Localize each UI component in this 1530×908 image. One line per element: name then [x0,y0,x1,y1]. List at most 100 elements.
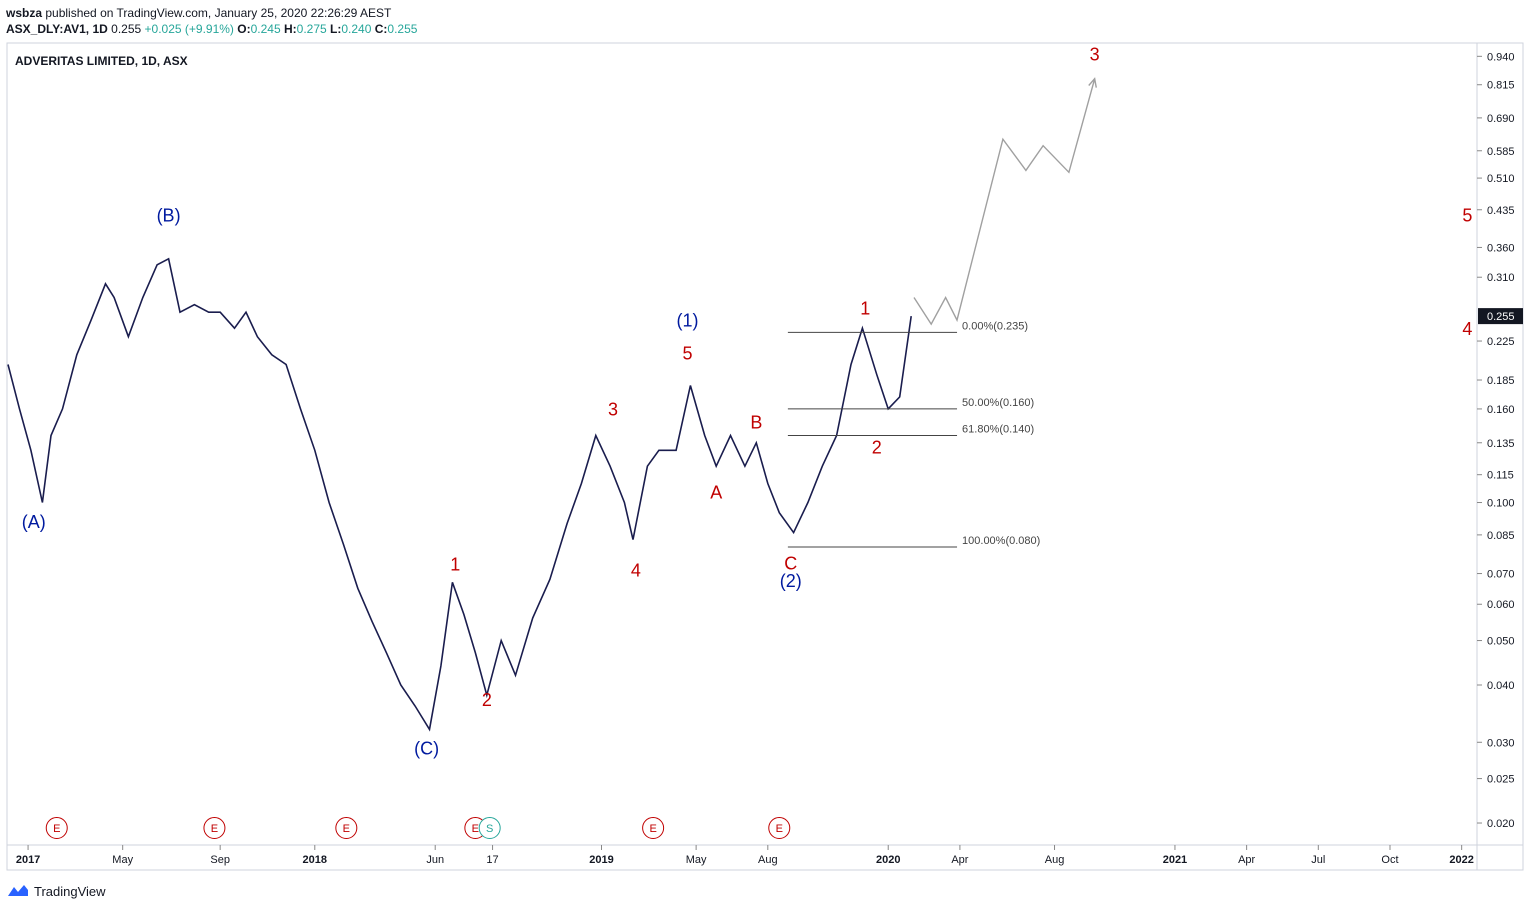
ohlc-line: ASX_DLY:AV1, 1D 0.255 +0.025 (+9.91%) O:… [6,21,417,37]
y-tick-label: 0.360 [1487,242,1515,254]
projection-arrowhead [1088,77,1097,88]
y-tick-label: 0.025 [1487,774,1515,786]
last-price-tag-text: 0.255 [1487,311,1515,323]
chart-title: ADVERITAS LIMITED, 1D, ASX [15,54,188,68]
event-marker-letter: E [53,823,60,835]
last-price-tag-box [1478,308,1523,325]
y-tick-label: 0.585 [1487,146,1515,158]
x-tick-label: 2017 [16,854,40,866]
wave-labels: (A) (B) (C) 1 2 3 4 5 (1) A B C(2) 1 2 3 5 4 [22,45,1473,759]
x-tick-label: Aug [1045,854,1065,866]
y-tick-label: 0.115 [1487,470,1514,482]
y-tick-label: 0.940 [1487,51,1515,63]
wave-label: A [710,483,722,503]
wave-label: 2 [482,690,492,710]
wave-label: (A) [22,512,46,532]
y-tick-label: 0.135 [1487,438,1515,450]
wave-label: B [750,413,762,433]
y-tick-label: 0.815 [1487,80,1515,92]
x-tick-label: 2021 [1163,854,1187,866]
event-marker-letter: E [343,823,350,835]
low-value: 0.240 [341,22,372,36]
price-line [7,257,912,732]
close-label: C: [374,22,388,36]
chart-header: wsbza published on TradingView.com, Janu… [6,5,417,37]
earnings-event-icon[interactable] [203,817,226,839]
x-tick-label: Apr [1238,854,1255,866]
earnings-event-icon[interactable] [335,817,358,839]
x-tick-label: 2018 [303,854,327,866]
wave-label: 1 [860,299,870,319]
time-axis[interactable]: 2017 May Sep 2018 Jun 17 2019 May Aug 2020 Apr Aug 2… [16,845,1474,866]
x-tick-label: May [112,854,133,866]
wave-label: 3 [608,399,618,419]
y-tick-label: 0.020 [1487,818,1515,830]
y-tick-label: 0.690 [1487,113,1515,125]
y-tick-label: 0.185 [1487,375,1515,387]
wave-label: (C) [414,739,439,759]
y-tick-label: 0.050 [1487,636,1515,648]
y-tick-label: 0.085 [1487,530,1515,542]
projection-line [913,78,1096,326]
low-label: L: [330,22,342,36]
y-tick-label: 0.435 [1487,205,1515,217]
wave-label: 4 [1462,319,1472,339]
high-value: 0.275 [296,22,327,36]
published-text: published on TradingView.com, January 25… [45,6,392,20]
event-marker-letter: E [472,823,479,835]
x-tick-label: May [686,854,707,866]
y-tick-label: 0.160 [1487,404,1515,416]
event-marker-letter: S [486,823,493,835]
tradingview-logo-icon [8,885,28,896]
wave-label: 5 [1462,206,1472,226]
y-tick-label: 0.040 [1487,680,1515,692]
earnings-event-icon[interactable] [642,817,665,839]
pane-border [6,42,1524,871]
footer: TradingView [6,880,106,902]
fib-level-label: 50.00%(0.160) [962,397,1034,409]
earnings-event-icon[interactable] [768,817,791,839]
x-tick-label: 2020 [876,854,900,866]
x-tick-label: Apr [951,854,968,866]
fibonacci-retracement[interactable]: 0.00%(0.235) 50.00%(0.160) 61.80%(0.140) 10… [787,320,1040,548]
wave-label: 3 [1090,45,1100,65]
x-tick-label: Jun [426,854,444,866]
event-marker-letter: E [649,823,656,835]
y-tick-label: 0.030 [1487,737,1515,749]
x-tick-label: Oct [1381,854,1398,866]
y-tick-label: 0.070 [1487,569,1515,581]
split-event-icon[interactable] [478,817,501,839]
wave-label: (B) [157,206,181,226]
open-value: 0.245 [250,22,281,36]
price-series [7,257,912,732]
x-tick-label: Aug [758,854,778,866]
y-tick-label: 0.060 [1487,599,1515,611]
publisher-name[interactable]: wsbza [6,6,43,20]
wave-label: 5 [683,344,693,364]
wave-label: 2 [872,437,882,457]
x-tick-label: Sep [210,854,230,866]
wave-label: (2) [780,571,802,591]
event-marker-letter: E [211,823,218,835]
x-tick-label: 2019 [589,854,613,866]
wave-label: 4 [631,560,641,580]
y-tick-label: 0.310 [1487,272,1515,284]
wave-label: 1 [450,555,460,575]
publish-line: wsbza published on TradingView.com, Janu… [6,5,417,21]
price-change: +0.025 (+9.91%) [144,22,234,36]
brand-label[interactable]: TradingView [34,883,106,899]
open-label: O: [237,22,251,36]
symbol-line: ASX_DLY:AV1, 1D [6,22,108,36]
price-axis[interactable]: 0.940 0.815 0.690 0.585 0.510 0.435 0.360 0.310… [1477,51,1515,830]
fib-level-label: 61.80%(0.140) [962,424,1034,436]
last-price-tag: 0.255 [1478,308,1523,325]
y-tick-label: 0.510 [1487,173,1515,185]
fib-level-label: 100.00%(0.080) [962,535,1040,547]
last-price: 0.255 [111,22,142,36]
x-tick-label: Jul [1311,854,1325,866]
earnings-event-icon[interactable] [45,817,68,839]
x-tick-label: 17 [486,854,498,866]
x-tick-label: 2022 [1449,854,1473,866]
